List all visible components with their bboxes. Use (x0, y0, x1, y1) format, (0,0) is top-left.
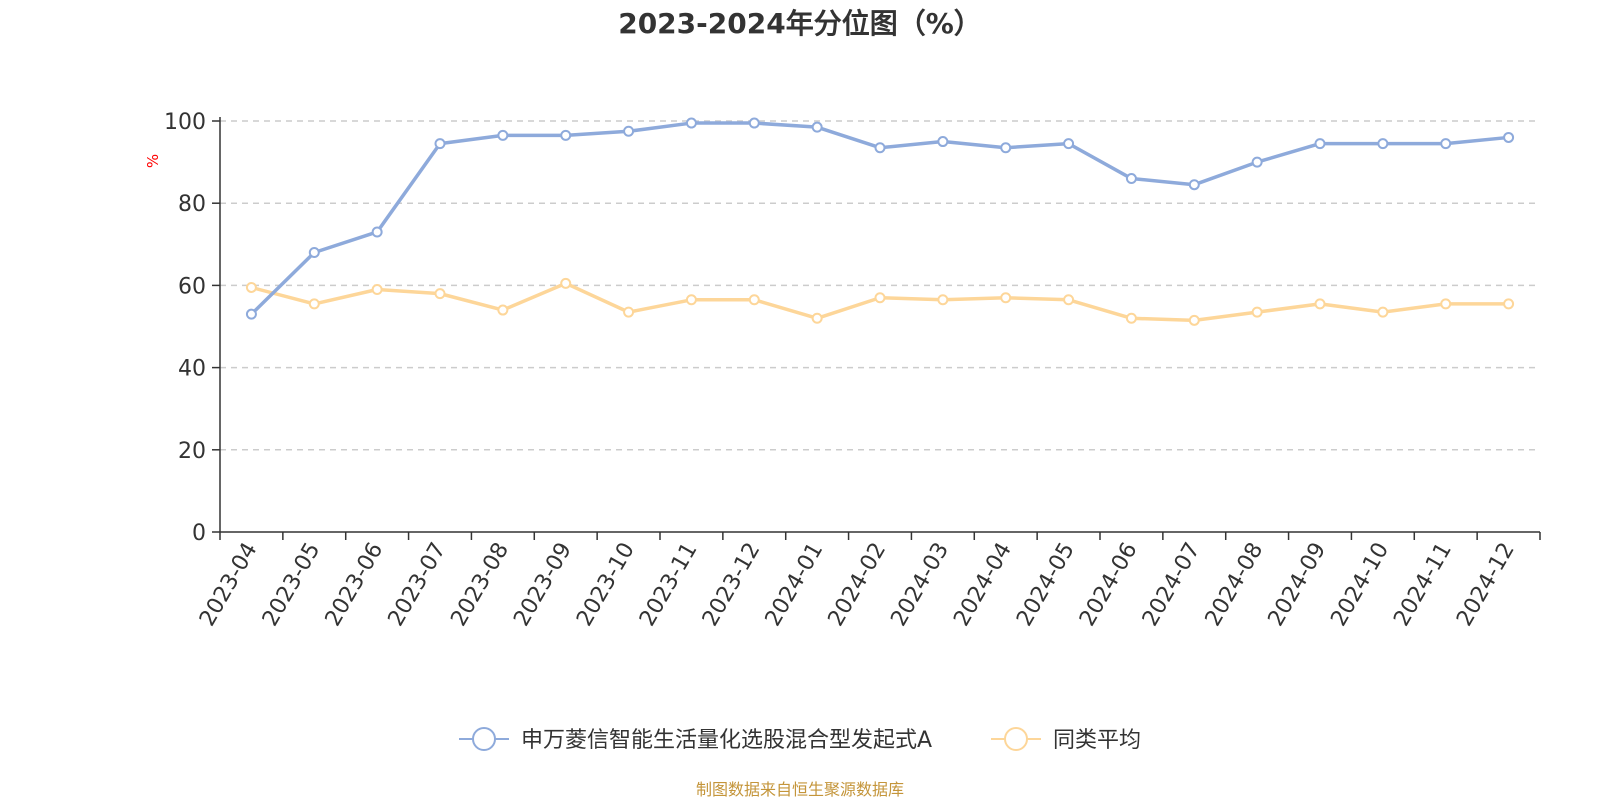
data-point (1251, 306, 1263, 318)
x-tick-label: 2023-06 (321, 539, 389, 631)
data-point (497, 129, 509, 141)
data-point (245, 308, 257, 320)
data-point (1125, 312, 1137, 324)
data-point (874, 142, 886, 154)
data-point (1000, 142, 1012, 154)
data-point (623, 125, 635, 137)
data-point (1314, 298, 1326, 310)
y-axis-unit: % (144, 154, 162, 168)
grid-lines (220, 120, 1540, 451)
data-point (245, 281, 257, 293)
data-point (1251, 156, 1263, 168)
data-point (811, 121, 823, 133)
legend[interactable]: 申万菱信智能生活量化选股混合型发起式A 同类平均 (459, 727, 1141, 753)
data-point (1440, 298, 1452, 310)
data-point (371, 284, 383, 296)
data-point (1503, 131, 1515, 143)
data-point (748, 294, 760, 306)
x-tick-label: 2023-11 (635, 539, 703, 631)
data-point (560, 129, 572, 141)
legend-marker (1004, 727, 1028, 751)
x-tick-label: 2023-09 (509, 539, 577, 631)
legend-label: 申万菱信智能生活量化选股混合型发起式A (521, 728, 932, 753)
data-point (1125, 173, 1137, 185)
data-point (371, 226, 383, 238)
x-tick-labels: 2023-042023-052023-062023-072023-082023-… (195, 539, 1520, 631)
x-tick-label: 2024-02 (824, 539, 892, 631)
data-point (1440, 138, 1452, 150)
data-point (1377, 306, 1389, 318)
data-point (1503, 298, 1515, 310)
data-point (1188, 314, 1200, 326)
x-tick-label: 2023-05 (258, 539, 326, 631)
y-tick-label: 60 (178, 274, 206, 299)
data-point (308, 247, 320, 259)
series-group (245, 117, 1515, 326)
data-point (937, 294, 949, 306)
data-point (1314, 138, 1326, 150)
legend-item-0[interactable]: 申万菱信智能生活量化选股混合型发起式A (459, 727, 932, 753)
legend-label: 同类平均 (1053, 728, 1141, 753)
source-note: 制图数据来自恒生聚源数据库 (696, 780, 904, 799)
data-point (434, 138, 446, 150)
y-tick-label: 80 (178, 192, 206, 217)
x-tick-label: 2023-07 (384, 539, 452, 631)
x-tick-label: 2023-10 (572, 539, 640, 631)
data-point (497, 304, 509, 316)
data-point (874, 292, 886, 304)
data-point (434, 288, 446, 300)
data-point (685, 294, 697, 306)
x-tick-label: 2024-04 (949, 539, 1017, 631)
x-tick-label: 2023-08 (446, 539, 514, 631)
x-tick-label: 2024-09 (1264, 539, 1332, 631)
y-tick-labels: 0 20 40 60 80 100 (164, 110, 206, 546)
data-point (1063, 138, 1075, 150)
legend-item-1[interactable]: 同类平均 (991, 727, 1141, 753)
x-tick-label: 2024-10 (1326, 539, 1394, 631)
x-tick-label: 2024-12 (1452, 539, 1520, 631)
x-tick-label: 2024-06 (1075, 539, 1143, 631)
legend-marker (472, 727, 496, 751)
y-tick-label: 0 (192, 521, 206, 546)
data-point (748, 117, 760, 129)
data-point (811, 312, 823, 324)
data-point (623, 306, 635, 318)
data-point (937, 136, 949, 148)
y-tick-label: 40 (178, 357, 206, 382)
axes (212, 117, 1541, 540)
x-tick-label: 2023-04 (195, 539, 263, 631)
data-point (1000, 292, 1012, 304)
x-tick-label: 2023-12 (698, 539, 766, 631)
data-point (685, 117, 697, 129)
y-tick-label: 100 (164, 110, 206, 135)
x-tick-label: 2024-08 (1201, 539, 1269, 631)
x-tick-label: 2024-05 (1012, 539, 1080, 631)
data-point (560, 277, 572, 289)
data-point (308, 298, 320, 310)
x-tick-label: 2024-01 (761, 539, 829, 631)
chart-title: 2023-2024年分位图（%） (618, 7, 982, 40)
x-tick-label: 2024-11 (1389, 539, 1457, 631)
y-tick-label: 20 (178, 439, 206, 464)
x-tick-label: 2024-07 (1138, 539, 1206, 631)
data-point (1377, 138, 1389, 150)
data-point (1188, 179, 1200, 191)
x-tick-label: 2024-03 (886, 539, 954, 631)
data-point (1063, 294, 1075, 306)
